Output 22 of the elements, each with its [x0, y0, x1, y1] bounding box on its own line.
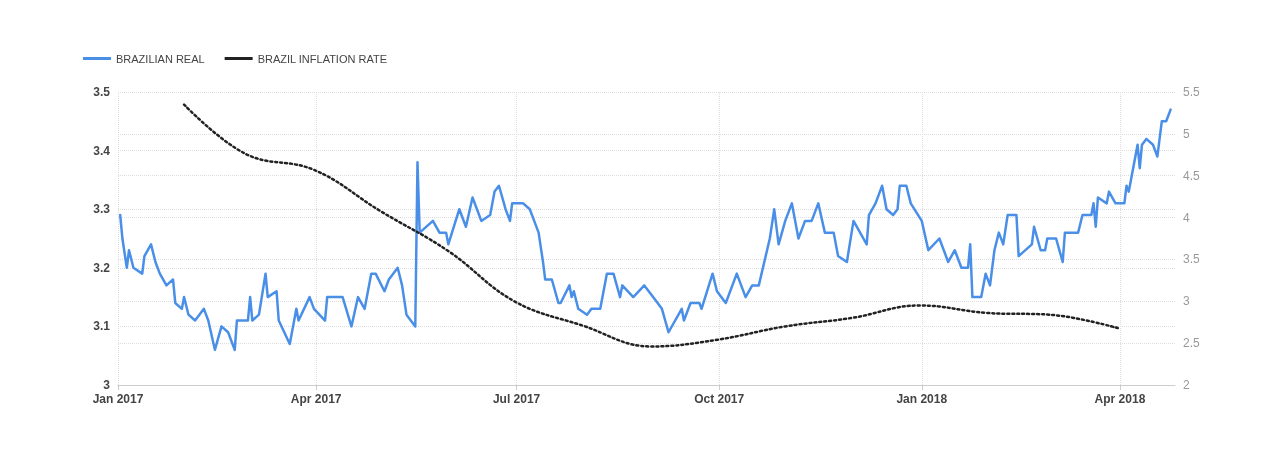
- x-tick-label: Jul 2017: [492, 392, 541, 406]
- y2-tick-label: 4.5: [1183, 168, 1201, 183]
- y-tick-label: 3: [103, 378, 111, 392]
- y-tick-label: 3.2: [93, 260, 111, 275]
- y-tick-label: 3.4: [93, 143, 111, 158]
- x-tick-label: Oct 2017: [694, 392, 745, 406]
- x-tick-label: Jan 2018: [896, 392, 948, 406]
- y2-tick-label: 5.5: [1183, 85, 1201, 99]
- legend-label: BRAZIL INFLATION RATE: [257, 52, 388, 65]
- y-tick-label: 3.1: [93, 319, 111, 334]
- x-tick-label: Jan 2017: [92, 392, 144, 406]
- y2-tick-label: 3: [1183, 294, 1190, 309]
- y2-tick-label: 5: [1183, 126, 1190, 141]
- y-tick-label: 3.3: [93, 202, 111, 217]
- x-tick-label: Apr 2018: [1094, 392, 1146, 406]
- legend-label: BRAZILIAN REAL: [116, 52, 205, 65]
- y-tick-label: 3.5: [93, 85, 111, 99]
- x-tick-label: Apr 2017: [290, 392, 342, 406]
- y2-tick-label: 3.5: [1183, 252, 1201, 267]
- y2-tick-label: 2.5: [1183, 336, 1201, 351]
- y2-tick-label: 4: [1183, 210, 1190, 225]
- y2-tick-label: 2: [1183, 378, 1190, 392]
